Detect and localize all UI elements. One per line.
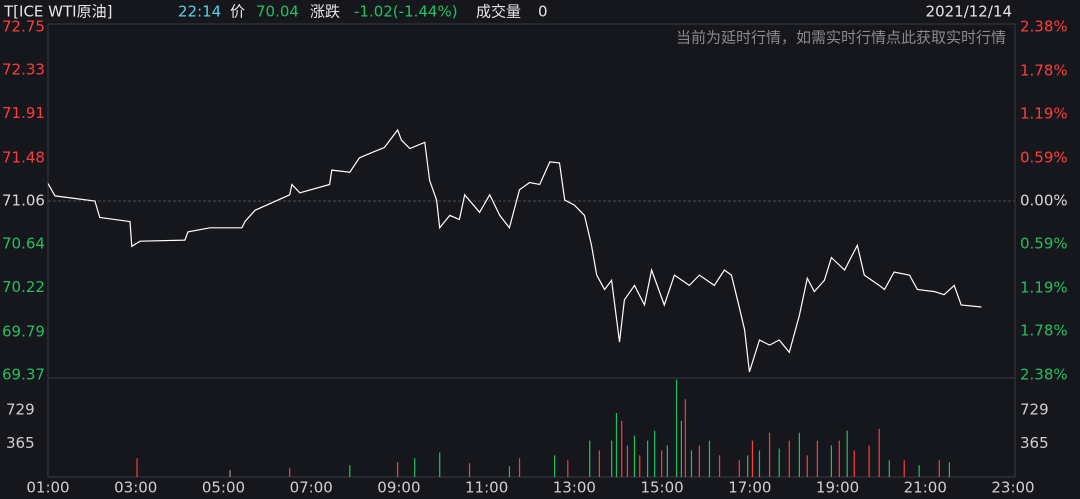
y2-tick-label: 1.78% — [1020, 61, 1068, 79]
y2-tick-label: 729 — [1020, 401, 1049, 419]
price-label: 价 — [230, 3, 245, 21]
volume-bar — [647, 440, 649, 477]
x-tick-label: 01:00 — [26, 479, 69, 497]
y-tick-label: 71.06 — [2, 192, 45, 210]
volume-bar — [903, 460, 905, 477]
volume: 0 — [538, 3, 548, 21]
volume-bar — [508, 466, 511, 477]
volume-bar — [838, 440, 840, 477]
y-tick-label: 72.75 — [2, 18, 45, 36]
symbol: T[ICE WTI原油] — [3, 3, 112, 21]
y2-tick-label: 1.78% — [1020, 322, 1068, 340]
x-tick-label: 17:00 — [728, 479, 771, 497]
volume-bar — [788, 440, 790, 477]
volume-bar — [639, 455, 641, 477]
y-tick-label: 70.22 — [2, 278, 45, 296]
x-tick-label: 09:00 — [377, 479, 420, 497]
x-tick-label: 03:00 — [114, 479, 157, 497]
y-tick-label: 729 — [6, 401, 35, 419]
y-tick-label: 71.91 — [2, 104, 45, 122]
volume-bar — [938, 460, 940, 477]
change: -1.02(-1.44%) — [354, 3, 458, 21]
volume-bar — [615, 413, 618, 477]
volume-bar — [680, 420, 682, 477]
price: 70.04 — [256, 3, 299, 21]
volume-bar — [654, 430, 656, 477]
volume-bar — [567, 460, 569, 477]
y2-tick-label: 0.59% — [1020, 148, 1068, 166]
volume-bar — [868, 445, 870, 477]
x-tick-label: 05:00 — [202, 479, 245, 497]
y-tick-label: 69.37 — [2, 366, 45, 384]
volume-bar — [468, 463, 471, 477]
volume-bar — [598, 450, 600, 477]
x-tick-label: 23:00 — [991, 479, 1034, 497]
y2-tick-label: 0.00% — [1020, 192, 1068, 210]
volume-bar — [948, 462, 950, 477]
volume-bar — [690, 450, 693, 477]
y2-tick-label: 0.59% — [1020, 235, 1068, 253]
volume-bar — [708, 440, 711, 477]
y-tick-label: 72.33 — [2, 61, 45, 79]
volume-bar — [846, 430, 848, 477]
x-tick-label: 19:00 — [816, 479, 859, 497]
volume-bar — [666, 445, 668, 477]
y2-tick-label: 2.38% — [1020, 18, 1068, 36]
volume-bar — [718, 455, 721, 477]
volume-bar — [554, 455, 556, 477]
volume-bar — [768, 432, 771, 477]
volume-bar — [518, 458, 521, 477]
volume-bar — [778, 448, 780, 477]
volume-bar — [439, 452, 441, 477]
x-tick-label: 21:00 — [904, 479, 947, 497]
volume-bar — [751, 440, 754, 477]
price-line — [47, 128, 982, 373]
volume-bar — [878, 428, 880, 477]
y2-tick-label: 1.19% — [1020, 105, 1068, 123]
volume-bar — [830, 445, 833, 477]
volume-label: 成交量 — [476, 3, 521, 21]
x-tick-label: 13:00 — [553, 479, 596, 497]
volume-bar — [414, 458, 416, 477]
volume-bar — [621, 420, 623, 477]
volume-bar — [675, 379, 678, 477]
volume-bar — [229, 470, 231, 477]
y-tick-label: 69.79 — [2, 322, 45, 340]
volume-bar — [806, 455, 808, 477]
volume-bar — [918, 465, 920, 477]
x-tick-label: 11:00 — [465, 479, 508, 497]
y2-tick-label: 365 — [1020, 434, 1049, 452]
volume-bar — [816, 440, 818, 477]
volume-bar — [633, 435, 636, 477]
volume-bar — [396, 462, 399, 477]
change-label: 涨跌 — [310, 3, 340, 21]
time: 22:14 — [178, 3, 221, 21]
volume-bar — [853, 450, 855, 477]
volume-bar — [289, 468, 291, 477]
volume-bar — [136, 458, 138, 477]
volume-bar — [888, 460, 890, 477]
y2-tick-label: 1.19% — [1020, 279, 1068, 297]
volume-bar — [349, 465, 351, 477]
x-tick-label: 07:00 — [290, 479, 333, 497]
volume-bar — [589, 440, 591, 477]
volume-bar — [684, 399, 686, 477]
y2-tick-label: 2.38% — [1020, 366, 1068, 384]
date: 2021/12/14 — [926, 3, 1012, 21]
volume-bar — [611, 440, 613, 477]
y-tick-label: 365 — [6, 434, 35, 452]
volume-bar — [747, 455, 749, 477]
y-tick-label: 71.48 — [2, 148, 45, 166]
x-tick-label: 15:00 — [640, 479, 683, 497]
volume-bar — [798, 432, 800, 477]
y-tick-label: 70.64 — [2, 235, 45, 253]
volume-bar — [738, 460, 740, 477]
notice[interactable]: 当前为延时行情，如需实时行情点此获取实时行情 — [676, 29, 1006, 47]
volume-bar — [661, 450, 663, 477]
volume-bar — [758, 450, 761, 477]
volume-bar — [626, 445, 629, 477]
volume-bar — [698, 445, 700, 477]
